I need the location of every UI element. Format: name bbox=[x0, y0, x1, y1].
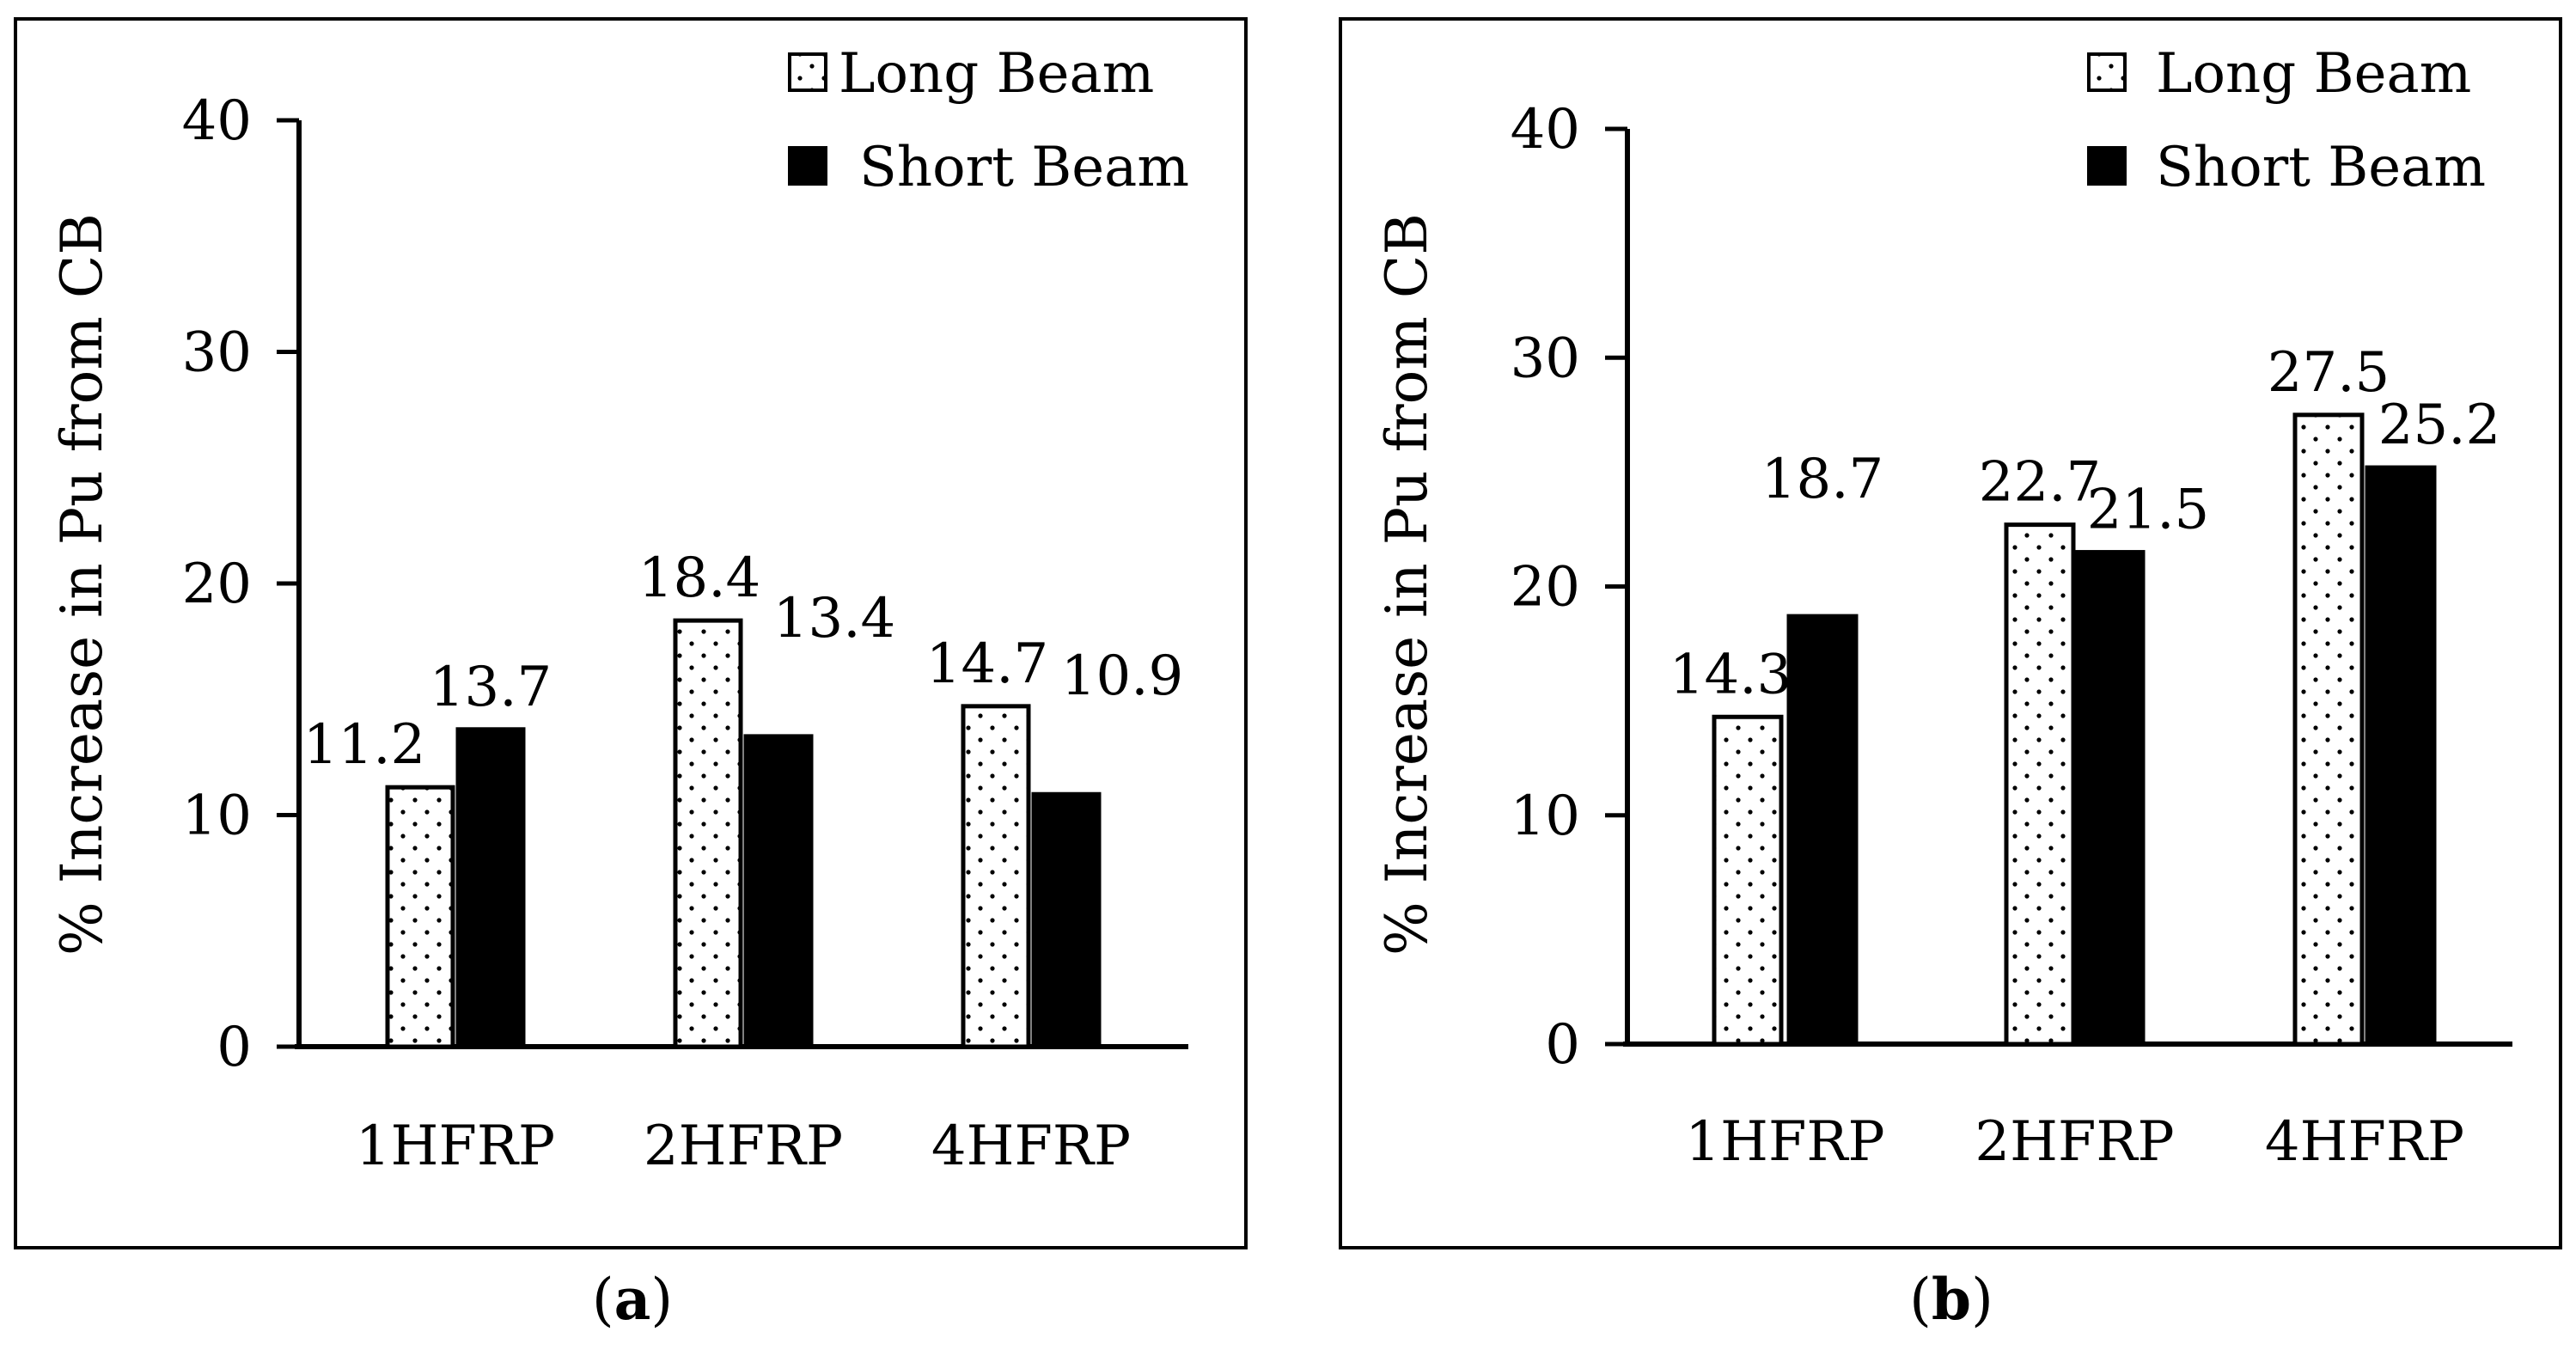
panel-b-category-label: 4HFRP bbox=[2265, 1110, 2464, 1174]
panel-a-category-label: 1HFRP bbox=[356, 1115, 555, 1178]
panel-b-legend-swatch-short bbox=[2087, 146, 2127, 186]
panel-b-y-tick-label: 20 bbox=[1511, 556, 1580, 620]
panel-a-caption-letter: a bbox=[614, 1266, 651, 1333]
panel-b-bar-long-4HFRP bbox=[2292, 412, 2365, 1047]
panel-b-legend-swatch-long bbox=[2087, 52, 2127, 92]
panel-b-value-label: 27.5 bbox=[2268, 341, 2390, 405]
panel-b-caption: (b) bbox=[1909, 1266, 1993, 1333]
panel-a-legend: Long Beam Short Beam bbox=[788, 42, 1189, 199]
panel-a-chart: 0 10 20 30 40 11.213.7 18.413.4 14.7 10.9 1HFRP… bbox=[49, 89, 1188, 1178]
panel-a-y-tick-label: 10 bbox=[182, 785, 252, 848]
panel-a-legend-swatch-long bbox=[788, 52, 827, 92]
svg-text:(a): (a) bbox=[592, 1266, 673, 1333]
panel-a-bar-short-2HFRP bbox=[743, 734, 814, 1049]
panel-a-value-label: 13.4 bbox=[773, 587, 896, 651]
panel-b-value-label: 14.3 bbox=[1670, 643, 1792, 706]
panel-b-legend-long-label: Long Beam bbox=[2156, 42, 2471, 106]
panel-b-value-label: 18.7 bbox=[1761, 448, 1884, 511]
panel-b-category-label: 1HFRP bbox=[1685, 1110, 1884, 1174]
panel-a-legend-swatch-short bbox=[788, 146, 827, 186]
panel-b-y-tick-label: 0 bbox=[1545, 1013, 1580, 1077]
svg-text:(b): (b) bbox=[1909, 1266, 1993, 1333]
panel-b-caption-letter: b bbox=[1932, 1266, 1971, 1333]
panel-b-bar-short-2HFRP bbox=[2073, 550, 2146, 1047]
panel-a-category-label: 2HFRP bbox=[644, 1115, 843, 1178]
panel-b-bar-short-4HFRP bbox=[2365, 465, 2437, 1047]
panel-b-bar-long-2HFRP bbox=[2004, 522, 2076, 1047]
panel-b-y-tick-label: 30 bbox=[1511, 327, 1580, 390]
panel-a-bar-short-4HFRP bbox=[1031, 791, 1102, 1049]
panel-a-y-tick-label: 20 bbox=[182, 553, 252, 616]
panel-a-caption: (a) bbox=[592, 1266, 673, 1333]
panel-a-bar-long-1HFRP bbox=[385, 785, 455, 1049]
panel-b-value-label: 21.5 bbox=[2087, 479, 2210, 542]
panel-a-legend-long-label: Long Beam bbox=[839, 42, 1154, 106]
panel-b-y-tick-label: 10 bbox=[1511, 785, 1580, 848]
panel-a-bar-long-4HFRP bbox=[961, 704, 1031, 1049]
panel-a-y-tick-label: 0 bbox=[217, 1016, 252, 1079]
panel-b-bar-long-1HFRP bbox=[1712, 714, 1784, 1047]
panel-a-frame bbox=[14, 17, 1248, 1249]
panel-a-value-label: 14.7 bbox=[926, 632, 1049, 696]
panel-b-value-label: 22.7 bbox=[1979, 451, 2102, 515]
panel-a-category-label: 4HFRP bbox=[931, 1115, 1131, 1178]
panel-a-value-label: 13.7 bbox=[430, 656, 552, 719]
panel-b-bar-short-1HFRP bbox=[1786, 614, 1859, 1047]
panel-b-legend-short-label: Short Beam bbox=[2156, 136, 2486, 199]
panel-a-bar-short-1HFRP bbox=[455, 727, 526, 1049]
panel-a-y-tick-label: 40 bbox=[182, 89, 252, 153]
panel-b-value-label: 25.2 bbox=[2378, 394, 2501, 457]
panel-a-value-label: 10.9 bbox=[1061, 644, 1184, 708]
panel-b-frame bbox=[1339, 17, 2562, 1249]
panel-a-value-label: 11.2 bbox=[303, 713, 426, 777]
panel-b-y-tick-label: 40 bbox=[1511, 98, 1580, 162]
panel-b-category-label: 2HFRP bbox=[1975, 1110, 2174, 1174]
panel-b-legend: Long Beam Short Beam bbox=[2087, 42, 2486, 199]
panel-b-chart: 0 10 20 30 40 14.3 18.7 22.721.5 27.525.2 1HFRP… bbox=[1374, 98, 2512, 1174]
panel-b-y-axis-label: % Increase in Pu from CB bbox=[1374, 213, 1440, 956]
panel-a-y-tick-label: 30 bbox=[182, 321, 252, 385]
panel-a-bar-long-2HFRP bbox=[673, 618, 743, 1049]
panel-a-value-label: 18.4 bbox=[638, 547, 761, 610]
panel-a-legend-short-label: Short Beam bbox=[859, 136, 1189, 199]
panel-a-y-axis-label: % Increase in Pu from CB bbox=[49, 213, 115, 956]
